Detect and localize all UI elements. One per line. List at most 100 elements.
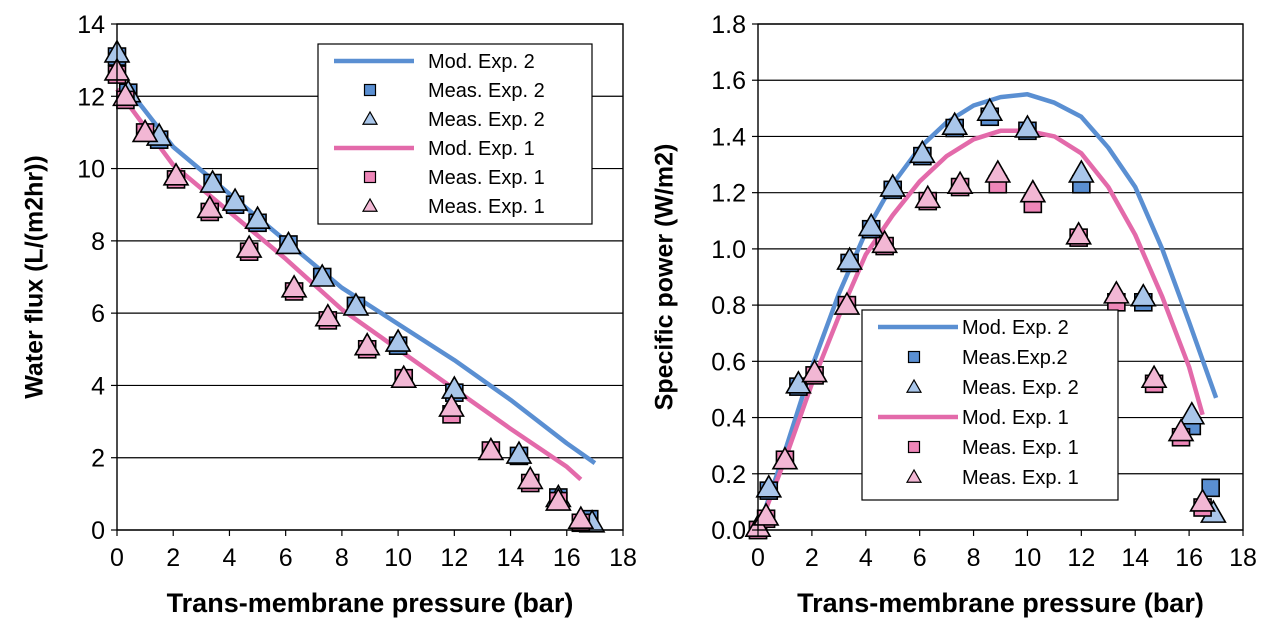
triangle-point xyxy=(235,234,263,258)
triangle-point xyxy=(755,474,783,498)
x-tick-label: 12 xyxy=(440,544,468,572)
series-layer xyxy=(103,39,606,533)
triangle-point xyxy=(984,159,1012,183)
triangle-point xyxy=(199,169,226,193)
x-axis-title: Trans-membrane pressure (bar) xyxy=(797,588,1204,618)
triangle-point xyxy=(477,436,505,461)
triangle-point xyxy=(275,230,302,255)
legend-label: Meas. Exp. 2 xyxy=(962,377,1079,399)
triangle-point xyxy=(342,292,370,316)
triangle-point xyxy=(314,303,342,327)
y-tick-label: 0.8 xyxy=(711,292,746,320)
triangle-point xyxy=(1102,280,1130,304)
legend-label: Meas. Exp. 2 xyxy=(428,109,545,131)
x-tick-label: 14 xyxy=(1121,544,1149,572)
model-line xyxy=(115,87,583,482)
model-line xyxy=(755,92,1219,531)
x-tick-label: 18 xyxy=(1229,544,1257,572)
triangle-point xyxy=(1067,159,1095,183)
triangle-point xyxy=(879,173,907,197)
y-tick-labels: 0.0 0.2 0.4 0.6 0.8 1.0 1.2 1.4 1.6 1.8 xyxy=(711,11,758,545)
x-tick-label: 4 xyxy=(222,544,236,572)
y-tick-label: 12 xyxy=(77,83,105,111)
y-axis-title: Specific power (W/m2) xyxy=(651,144,679,411)
y-tick-label: 2 xyxy=(91,445,105,473)
legend-marker-swatch xyxy=(363,170,377,184)
x-tick-label: 10 xyxy=(384,544,412,572)
x-tick-label: 4 xyxy=(859,544,873,572)
legend-marker-swatch xyxy=(361,197,379,212)
triangle-point xyxy=(833,291,861,315)
x-axis-title: Trans-membrane pressure (bar) xyxy=(167,588,574,618)
legend-label: Mod. Exp. 1 xyxy=(962,407,1069,429)
triangle-point xyxy=(544,487,572,511)
x-tick-label: 14 xyxy=(497,544,525,572)
triangle-point xyxy=(1019,179,1047,203)
triangle-point xyxy=(908,139,936,164)
x-tick-label: 8 xyxy=(335,544,349,572)
legend-label: Mod. Exp. 1 xyxy=(428,138,535,160)
triangle-point xyxy=(801,358,828,383)
water-flux-chart: 0 2 4 6 8 10 12 14 0 2 4 6 8 10 12 14 16 18 Trans-membra… xyxy=(21,11,637,618)
x-tick-label: 16 xyxy=(1175,544,1203,572)
y-tick-label: 0.2 xyxy=(711,461,746,489)
y-tick-label: 8 xyxy=(91,228,105,256)
triangle-point xyxy=(914,184,942,209)
y-tick-label: 10 xyxy=(77,156,105,184)
triangle-point xyxy=(244,205,271,229)
y-tick-label: 0.4 xyxy=(711,405,746,433)
triangle-point xyxy=(752,502,780,526)
triangle-point xyxy=(1178,401,1206,425)
triangle-point xyxy=(131,118,159,143)
triangle-point xyxy=(162,162,190,186)
triangle-point xyxy=(438,393,465,417)
x-tick-label: 18 xyxy=(609,544,637,572)
legend-marker-swatch xyxy=(361,110,379,125)
y-tick-label: 0.6 xyxy=(711,348,746,376)
y-tick-label: 4 xyxy=(91,372,105,400)
x-tick-label: 12 xyxy=(1067,544,1095,572)
triangle-point xyxy=(390,364,418,389)
x-tick-labels: 0 2 4 6 8 10 12 14 16 18 xyxy=(751,530,1257,572)
plot-frame xyxy=(116,23,624,531)
legend-label: Meas. Exp. 1 xyxy=(962,437,1079,459)
x-tick-label: 16 xyxy=(553,544,581,572)
plot-frame xyxy=(757,23,1244,531)
triangle-point xyxy=(836,246,863,270)
y-tick-label: 6 xyxy=(91,300,105,328)
x-tick-label: 8 xyxy=(967,544,981,572)
legend-marker-swatch xyxy=(905,468,923,483)
triangle-point xyxy=(857,212,885,237)
model-line xyxy=(755,128,1205,531)
triangle-point xyxy=(440,375,468,399)
y-tick-label: 1.6 xyxy=(711,67,746,95)
y-tick-label: 1.8 xyxy=(711,11,746,39)
triangle-point xyxy=(1129,283,1157,307)
legend-label: Mod. Exp. 2 xyxy=(962,317,1069,339)
triangle-point xyxy=(196,194,224,219)
triangle-point xyxy=(1189,488,1216,512)
y-tick-label: 1.2 xyxy=(711,180,746,208)
x-tick-label: 2 xyxy=(166,544,180,572)
x-tick-labels: 0 2 4 6 8 10 12 14 16 18 xyxy=(110,530,637,572)
triangle-point xyxy=(516,465,544,490)
triangle-point xyxy=(1140,364,1168,389)
triangle-point xyxy=(1167,417,1195,442)
triangle-point xyxy=(505,440,533,464)
triangle-point xyxy=(384,328,412,352)
triangle-point xyxy=(567,505,595,529)
legend: Mod. Exp. 2 Meas. Exp. 2 Meas. Exp. 2 Mod. … xyxy=(317,43,593,225)
triangle-point xyxy=(946,170,974,195)
legend-marker-swatch xyxy=(905,378,923,393)
triangle-point xyxy=(221,187,249,211)
square-point xyxy=(1201,478,1220,498)
y-tick-label: 0 xyxy=(91,517,105,545)
triangle-point xyxy=(1014,114,1041,138)
legend-label: Meas. Exp. 1 xyxy=(962,467,1079,489)
legend-box xyxy=(861,309,1119,501)
triangle-point xyxy=(353,332,381,356)
series-layer xyxy=(744,92,1227,540)
legend-label: Mod. Exp. 2 xyxy=(428,51,535,73)
triangle-point xyxy=(976,97,1004,121)
legend-box xyxy=(317,43,593,225)
